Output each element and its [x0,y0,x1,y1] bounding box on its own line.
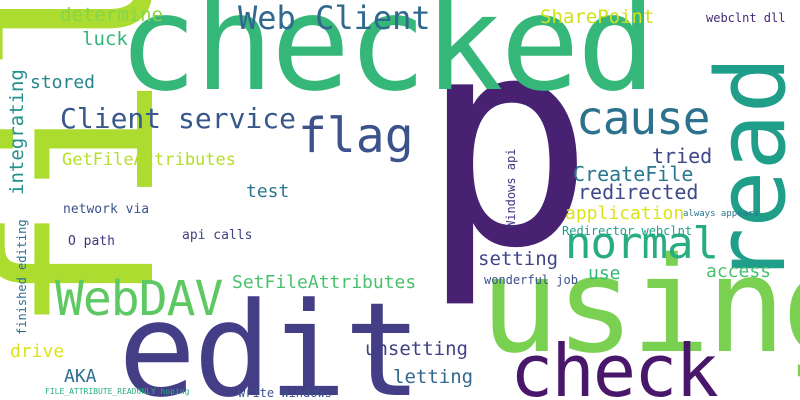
word-webclnt-dll: webclnt dll [706,12,785,24]
word-redirector-webclnt: Redirector webclnt [562,225,692,237]
word-client-service: Client service [60,105,296,133]
word-o-path: O path [68,235,115,248]
word-integrating: integrating [8,69,27,195]
word-check: check [510,335,717,400]
word-access: access [706,263,771,281]
word-setting: setting [478,250,558,269]
word-web-client: Web Client [238,2,431,34]
word-luck: luck [82,30,128,49]
word-file-attribute-readonly-hoping: FILE_ATTRIBUTE_READONLY hoping [45,388,190,396]
word-finished-editing: finished editing [16,219,28,335]
word-wonderful-job: wonderful job [484,274,578,286]
word-always-appears: always appears [683,210,759,219]
word-redirected: redirected [578,182,698,202]
word-stored: stored [30,74,95,92]
word-windows-api: Windows api [505,149,517,228]
word-letting: letting [393,368,473,387]
word-test: test [246,183,289,201]
word-flag: flag [298,112,414,160]
word-drive: drive [10,343,64,361]
word-setfileattributes: SetFileAttributes [232,274,416,292]
word-determine: determine [60,6,163,25]
word-use: use [588,265,621,283]
word-application: application [565,205,684,223]
word-unsetting: unsetting [365,340,468,359]
word-read: read [705,56,800,285]
word-cause: cause [576,95,709,141]
word-getfileattributes: GetFileAttributes [62,152,236,169]
word-write-windows: write Windows [238,387,332,399]
word-aka: AKA [64,368,97,386]
word-sharepoint: SharePoint [540,8,654,27]
word-network-via: network via [63,203,149,216]
word-webdav: WebDAV [55,275,222,323]
word-api-calls: api calls [182,229,252,242]
